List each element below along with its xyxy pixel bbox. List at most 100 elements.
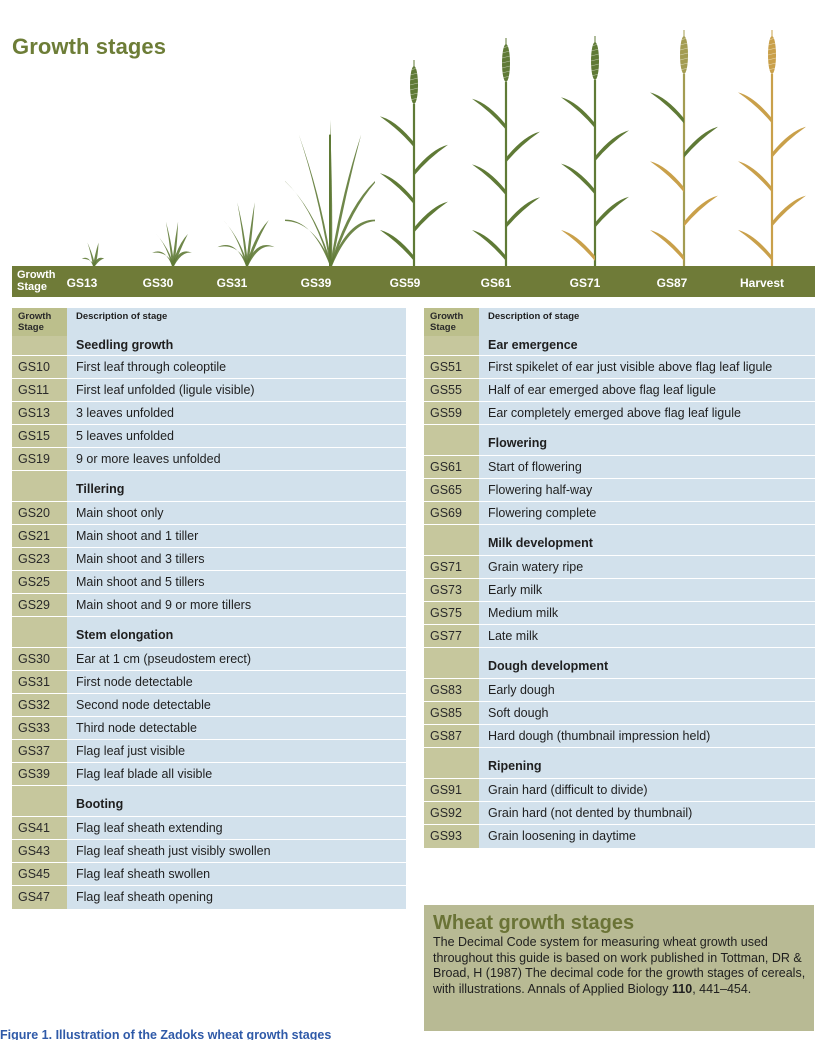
table-row: GS61 Start of flowering [424, 455, 815, 479]
table-row: GS33 Third node detectable [12, 716, 406, 740]
table-row: GS75 Medium milk [424, 601, 815, 625]
info-text: The Decimal Code system for measuring wh… [433, 935, 806, 996]
stage-code: GS55 [424, 378, 479, 402]
table-row: GS55 Half of ear emerged above flag leaf … [424, 378, 815, 402]
stage-code: GS65 [424, 478, 479, 502]
table-row: GS69 Flowering complete [424, 501, 815, 525]
table-row: GS37 Flag leaf just visible [12, 739, 406, 763]
table-row: GS29 Main shoot and 9 or more tillers [12, 593, 406, 617]
stage-code: GS87 [424, 724, 479, 748]
stage-code: GS92 [424, 801, 479, 825]
wheat-plant-gs87-icon [639, 28, 729, 266]
stage-description: First leaf through coleoptile [67, 355, 406, 379]
table-row: GS41 Flag leaf sheath extending [12, 816, 406, 840]
group-heading: Flowering [479, 424, 815, 456]
stage-description: 3 leaves unfolded [67, 401, 406, 425]
stage-code: GS10 [12, 355, 67, 379]
wheat-plant-gs13-icon [48, 240, 138, 266]
stage-description: Main shoot and 9 or more tillers [67, 593, 406, 617]
table-row: GS25 Main shoot and 5 tillers [12, 570, 406, 594]
stage-code: GS91 [424, 778, 479, 802]
stage-code: GS93 [424, 824, 479, 848]
stage-code: GS71 [424, 555, 479, 579]
stage-description: Main shoot and 5 tillers [67, 570, 406, 594]
stage-label-gs61: GS61 [480, 276, 512, 290]
stage-code: GS39 [12, 762, 67, 786]
stage-code: GS41 [12, 816, 67, 840]
stage-description: Grain hard (not dented by thumbnail) [479, 801, 815, 825]
stage-description: Flowering complete [479, 501, 815, 525]
table-row: GS20 Main shoot only [12, 501, 406, 525]
stage-description: Grain loosening in daytime [479, 824, 815, 848]
group-heading: Ripening [479, 747, 815, 779]
stage-code: GS33 [12, 716, 67, 740]
group-heading: Stem elongation [67, 616, 406, 648]
stage-code: GS32 [12, 693, 67, 717]
table-row: GS91 Grain hard (difficult to divide) [424, 778, 815, 802]
stage-label-harvest: Harvest [739, 276, 785, 290]
wheat-plant-gs30-icon [127, 220, 217, 266]
group-row: Seedling growth [12, 335, 406, 356]
group-heading: Dough development [479, 647, 815, 679]
stage-code: GS73 [424, 578, 479, 602]
table-row: GS51 First spikelet of ear just visible a… [424, 355, 815, 379]
stage-description: Start of flowering [479, 455, 815, 479]
stage-description: Ear at 1 cm (pseudostem erect) [67, 647, 406, 671]
figure-caption: Figure 1. Illustration of the Zadoks whe… [0, 1028, 332, 1040]
group-heading: Tillering [67, 470, 406, 502]
stage-description: First leaf unfolded (ligule visible) [67, 378, 406, 402]
table-row: GS19 9 or more leaves unfolded [12, 447, 406, 471]
group-row: Flowering [424, 424, 815, 456]
stage-code: GS69 [424, 501, 479, 525]
table-row: GS32 Second node detectable [12, 693, 406, 717]
stage-code: GS13 [12, 401, 67, 425]
wheat-plant-gs31-icon [201, 200, 291, 266]
header-description: Description of stage [67, 307, 406, 336]
stage-code: GS20 [12, 501, 67, 525]
table-row: GS93 Grain loosening in daytime [424, 824, 815, 848]
stage-label-gs87: GS87 [656, 276, 688, 290]
stage-description: First node detectable [67, 670, 406, 694]
stage-description: 5 leaves unfolded [67, 424, 406, 448]
header-growth-stage: Growth Stage [424, 307, 479, 336]
stage-description: Flag leaf sheath extending [67, 816, 406, 840]
table-row: GS87 Hard dough (thumbnail impression hel… [424, 724, 815, 748]
stage-code: GS31 [12, 670, 67, 694]
stage-code: GS61 [424, 455, 479, 479]
stage-description: Late milk [479, 624, 815, 648]
group-heading: Milk development [479, 524, 815, 556]
table-row: GS23 Main shoot and 3 tillers [12, 547, 406, 571]
stage-description: Hard dough (thumbnail impression held) [479, 724, 815, 748]
stage-label-gs13: GS13 [66, 276, 98, 290]
stage-description: Flag leaf sheath just visibly swollen [67, 839, 406, 863]
stage-description: Flag leaf just visible [67, 739, 406, 763]
page-title: Growth stages [12, 34, 167, 59]
wheat-plant-harvest-icon [727, 28, 817, 266]
stage-code: GS75 [424, 601, 479, 625]
table-row: GS83 Early dough [424, 678, 815, 702]
stage-code: GS83 [424, 678, 479, 702]
group-heading: Ear emergence [479, 335, 815, 356]
left-stage-table: Growth Stage Description of stage Seedling… [12, 307, 406, 909]
table-row: GS15 5 leaves unfolded [12, 424, 406, 448]
group-row: Stem elongation [12, 616, 406, 648]
table-row: GS92 Grain hard (not dented by thumbnail) [424, 801, 815, 825]
group-row: Ear emergence [424, 335, 815, 356]
table-row: GS10 First leaf through coleoptile [12, 355, 406, 379]
wheat-plant-gs59-icon [369, 58, 459, 266]
stage-description: Flag leaf sheath opening [67, 885, 406, 909]
info-title: Wheat growth stages [433, 912, 635, 934]
group-heading: Seedling growth [67, 335, 406, 356]
group-row: Tillering [12, 470, 406, 502]
stage-code: GS25 [12, 570, 67, 594]
group-row: Ripening [424, 747, 815, 779]
stage-code: GS30 [12, 647, 67, 671]
stage-description: Flag leaf blade all visible [67, 762, 406, 786]
stage-description: Second node detectable [67, 693, 406, 717]
stage-description: 9 or more leaves unfolded [67, 447, 406, 471]
wheat-plant-gs71-icon [550, 34, 640, 266]
stage-code: GS47 [12, 885, 67, 909]
table-header-row: Growth Stage Description of stage [424, 307, 815, 336]
stage-description: Soft dough [479, 701, 815, 725]
stage-description: Early dough [479, 678, 815, 702]
